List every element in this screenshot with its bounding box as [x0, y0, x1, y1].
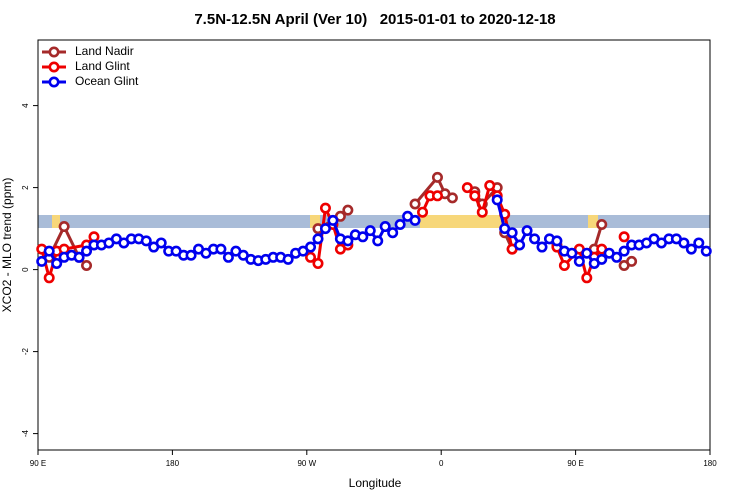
legend-marker [48, 46, 60, 58]
point [73, 251, 85, 263]
point [155, 237, 167, 249]
y-tick-label: -4 [21, 429, 30, 437]
point [611, 251, 623, 263]
point [387, 227, 399, 239]
point [327, 214, 339, 226]
point [58, 221, 70, 233]
y-tick-label: -2 [21, 347, 30, 355]
point [596, 219, 608, 231]
point [618, 231, 630, 243]
point [222, 251, 234, 263]
point [596, 253, 608, 265]
legend-label: Ocean Glint [75, 74, 139, 88]
x-tick-label: 0 [439, 459, 444, 468]
x-axis-label: Longitude [349, 476, 402, 490]
point [282, 253, 294, 265]
point [469, 190, 481, 202]
point [319, 202, 331, 214]
point [312, 257, 324, 269]
point [185, 249, 197, 261]
point [43, 245, 55, 257]
point [678, 237, 690, 249]
y-tick-label: 0 [21, 267, 30, 272]
x-tick-label: 180 [703, 459, 717, 468]
land-band [310, 215, 320, 228]
ocean-band [38, 215, 710, 228]
land-band [588, 215, 598, 228]
legend-label: Land Glint [75, 59, 130, 73]
point [618, 245, 630, 257]
point [626, 255, 638, 267]
point [319, 223, 331, 235]
point [446, 192, 458, 204]
legend-label: Land Nadir [75, 44, 134, 58]
legend-marker [48, 61, 60, 73]
point [514, 239, 526, 251]
y-tick-label: 4 [21, 103, 30, 108]
x-tick-label: 90 E [30, 459, 46, 468]
point [409, 214, 421, 226]
point [551, 235, 563, 247]
x-tick-label: 90 E [567, 459, 583, 468]
x-tick-label: 90 W [297, 459, 316, 468]
point [506, 227, 518, 239]
point [372, 235, 384, 247]
point [431, 190, 443, 202]
point [357, 231, 369, 243]
point [51, 257, 63, 269]
point [491, 194, 503, 206]
point [81, 245, 93, 257]
point [566, 247, 578, 259]
point [409, 198, 421, 210]
point [581, 272, 593, 284]
point [81, 259, 93, 271]
point [700, 245, 712, 257]
point [140, 235, 152, 247]
point [312, 233, 324, 245]
point [484, 180, 496, 192]
point [364, 225, 376, 237]
point [215, 243, 227, 255]
point [529, 233, 541, 245]
point [581, 247, 593, 259]
point [379, 221, 391, 233]
point [342, 235, 354, 247]
point [431, 171, 443, 183]
point [43, 272, 55, 284]
point [685, 243, 697, 255]
plot-frame [37, 39, 711, 451]
land-band [52, 215, 60, 228]
chart-title: 7.5N-12.5N April (Ver 10) 2015-01-01 to … [194, 11, 555, 28]
y-axis-label: XCO2 - MLO trend (ppm) [0, 178, 14, 313]
point [342, 204, 354, 216]
point [476, 206, 488, 218]
land-band [420, 215, 506, 228]
x-tick-label: 180 [166, 459, 180, 468]
point [417, 206, 429, 218]
point [36, 255, 48, 267]
y-tick-label: 2 [21, 185, 30, 190]
point [521, 225, 533, 237]
point [558, 259, 570, 271]
point [573, 255, 585, 267]
point [461, 182, 473, 194]
point [305, 241, 317, 253]
point [693, 237, 705, 249]
point [394, 219, 406, 231]
legend-marker [48, 76, 60, 88]
point [305, 251, 317, 263]
point [536, 241, 548, 253]
